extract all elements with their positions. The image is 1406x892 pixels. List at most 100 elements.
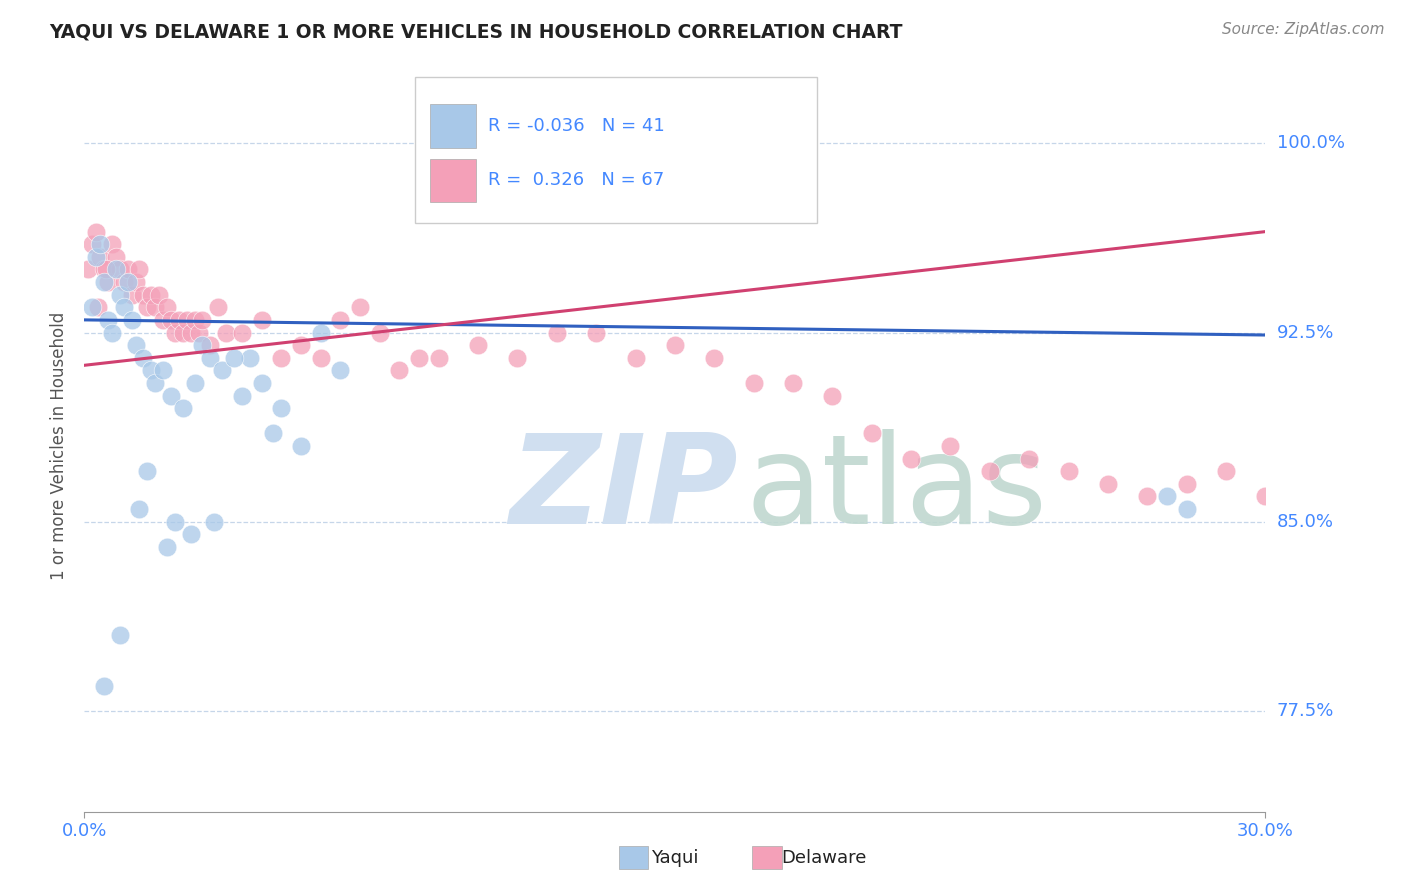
Point xyxy=(211,363,233,377)
Point xyxy=(160,313,183,327)
Point xyxy=(1057,464,1080,478)
Point xyxy=(121,287,143,301)
Text: 92.5%: 92.5% xyxy=(1277,324,1334,342)
Point xyxy=(180,527,202,541)
Point xyxy=(191,313,214,327)
Point xyxy=(939,439,962,453)
Point xyxy=(900,451,922,466)
Point xyxy=(821,388,844,402)
Point xyxy=(467,338,489,352)
Point xyxy=(152,363,174,377)
Point xyxy=(167,313,190,327)
Text: 77.5%: 77.5% xyxy=(1277,702,1334,720)
Point xyxy=(200,351,222,365)
Point xyxy=(309,326,332,340)
Point xyxy=(782,376,804,390)
Point xyxy=(860,426,883,441)
Point xyxy=(128,262,150,277)
Point xyxy=(250,376,273,390)
Point xyxy=(703,351,725,365)
Point xyxy=(349,300,371,314)
Point xyxy=(108,287,131,301)
Text: Yaqui: Yaqui xyxy=(651,849,699,867)
Point xyxy=(148,287,170,301)
Point xyxy=(128,502,150,516)
Point xyxy=(388,363,411,377)
Point xyxy=(290,338,312,352)
Point xyxy=(585,326,607,340)
Point xyxy=(408,351,430,365)
Point xyxy=(200,338,222,352)
Point xyxy=(136,464,159,478)
Point xyxy=(329,313,352,327)
Point xyxy=(163,515,186,529)
Point xyxy=(112,300,135,314)
Text: R =  0.326   N = 67: R = 0.326 N = 67 xyxy=(488,171,665,189)
Point xyxy=(101,326,124,340)
Point xyxy=(270,351,292,365)
Text: 85.0%: 85.0% xyxy=(1277,513,1333,531)
Point xyxy=(1018,451,1040,466)
Point xyxy=(262,426,284,441)
FancyBboxPatch shape xyxy=(415,77,817,223)
Point xyxy=(183,313,205,327)
Point xyxy=(89,237,111,252)
Point xyxy=(82,237,104,252)
Text: atlas: atlas xyxy=(745,429,1047,550)
Point xyxy=(94,262,117,277)
Point xyxy=(112,275,135,289)
Point xyxy=(121,313,143,327)
Point xyxy=(93,262,115,277)
Point xyxy=(506,351,529,365)
Text: R = -0.036   N = 41: R = -0.036 N = 41 xyxy=(488,117,665,135)
Point xyxy=(1215,464,1237,478)
FancyBboxPatch shape xyxy=(430,160,477,202)
Point xyxy=(180,326,202,340)
Point xyxy=(1175,502,1198,516)
Point xyxy=(187,326,209,340)
Point xyxy=(176,313,198,327)
Text: YAQUI VS DELAWARE 1 OR MORE VEHICLES IN HOUSEHOLD CORRELATION CHART: YAQUI VS DELAWARE 1 OR MORE VEHICLES IN … xyxy=(49,22,903,41)
Point xyxy=(143,300,166,314)
Point xyxy=(309,351,332,365)
Point xyxy=(101,237,124,252)
Point xyxy=(222,351,245,365)
Point xyxy=(172,401,194,416)
Point xyxy=(207,300,229,314)
Point xyxy=(156,540,179,554)
Point xyxy=(97,275,120,289)
Text: 100.0%: 100.0% xyxy=(1277,135,1344,153)
Point xyxy=(117,275,139,289)
Point xyxy=(141,287,163,301)
Point xyxy=(84,250,107,264)
Point xyxy=(152,313,174,327)
Text: Delaware: Delaware xyxy=(782,849,868,867)
Point xyxy=(290,439,312,453)
Point xyxy=(231,326,253,340)
Point xyxy=(1156,490,1178,504)
Point xyxy=(231,388,253,402)
Point xyxy=(132,351,155,365)
FancyBboxPatch shape xyxy=(430,104,477,147)
Point xyxy=(1136,490,1159,504)
Point xyxy=(172,326,194,340)
Point xyxy=(124,275,146,289)
Point xyxy=(239,351,262,365)
Text: Source: ZipAtlas.com: Source: ZipAtlas.com xyxy=(1222,22,1385,37)
Point xyxy=(250,313,273,327)
Point xyxy=(368,326,391,340)
Point xyxy=(624,351,647,365)
Point xyxy=(329,363,352,377)
Point xyxy=(160,388,183,402)
Y-axis label: 1 or more Vehicles in Household: 1 or more Vehicles in Household xyxy=(51,312,69,580)
Point xyxy=(664,338,686,352)
Point xyxy=(117,262,139,277)
Point xyxy=(124,338,146,352)
Point xyxy=(183,376,205,390)
Point xyxy=(93,275,115,289)
Point xyxy=(136,300,159,314)
Point xyxy=(108,628,131,642)
Point xyxy=(84,225,107,239)
Point xyxy=(89,250,111,264)
Point xyxy=(191,338,214,352)
